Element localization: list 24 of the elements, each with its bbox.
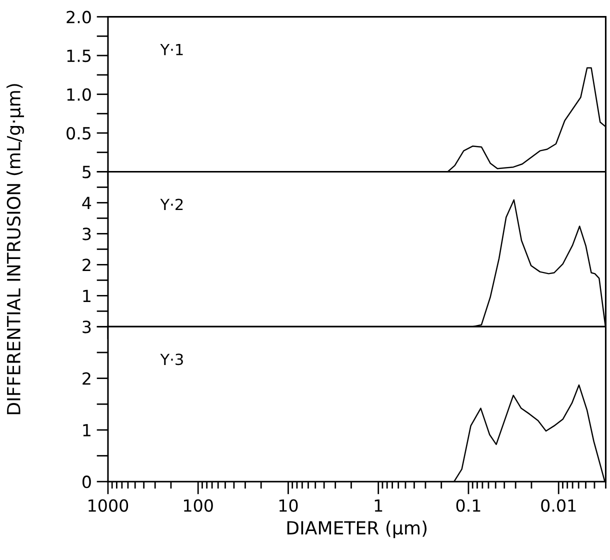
x-tick-label: 1 bbox=[374, 499, 382, 512]
y-tick-label: 1 bbox=[83, 290, 90, 302]
y-tick-label: 3 bbox=[82, 228, 91, 240]
x-tick-label: 10 bbox=[279, 499, 298, 512]
x-tick-label: 100 bbox=[184, 499, 213, 512]
x-axis-title: DIAMETER (μm) bbox=[287, 520, 427, 538]
y-tick-label: 5 bbox=[82, 166, 91, 178]
y-tick-label: 3 bbox=[82, 320, 91, 334]
y-tick-label: 1.0 bbox=[67, 88, 91, 101]
y-tick-label: 1.5 bbox=[67, 50, 91, 62]
annotation: Y·1 bbox=[160, 44, 183, 56]
x-tick-label: 0.01 bbox=[541, 499, 576, 512]
y-tick-label: 1 bbox=[83, 424, 90, 436]
y-axis-title: DIFFERENTIAL INTRUSION (mL/g·μm) bbox=[6, 84, 24, 414]
y-tick-label: 0.5 bbox=[66, 126, 91, 140]
x-tick-label: 0.1 bbox=[456, 499, 480, 512]
y-tick-label: 0 bbox=[82, 476, 91, 488]
y-tick-label: 4 bbox=[82, 196, 92, 210]
x-tick-label: 1000 bbox=[88, 499, 128, 512]
y-tick-label: 2.0 bbox=[66, 10, 91, 24]
y-tick-label: 2 bbox=[82, 372, 90, 385]
annotation: Y·2 bbox=[160, 198, 183, 210]
annotation: Y·3 bbox=[160, 354, 183, 366]
y-tick-label: 2 bbox=[82, 258, 90, 272]
